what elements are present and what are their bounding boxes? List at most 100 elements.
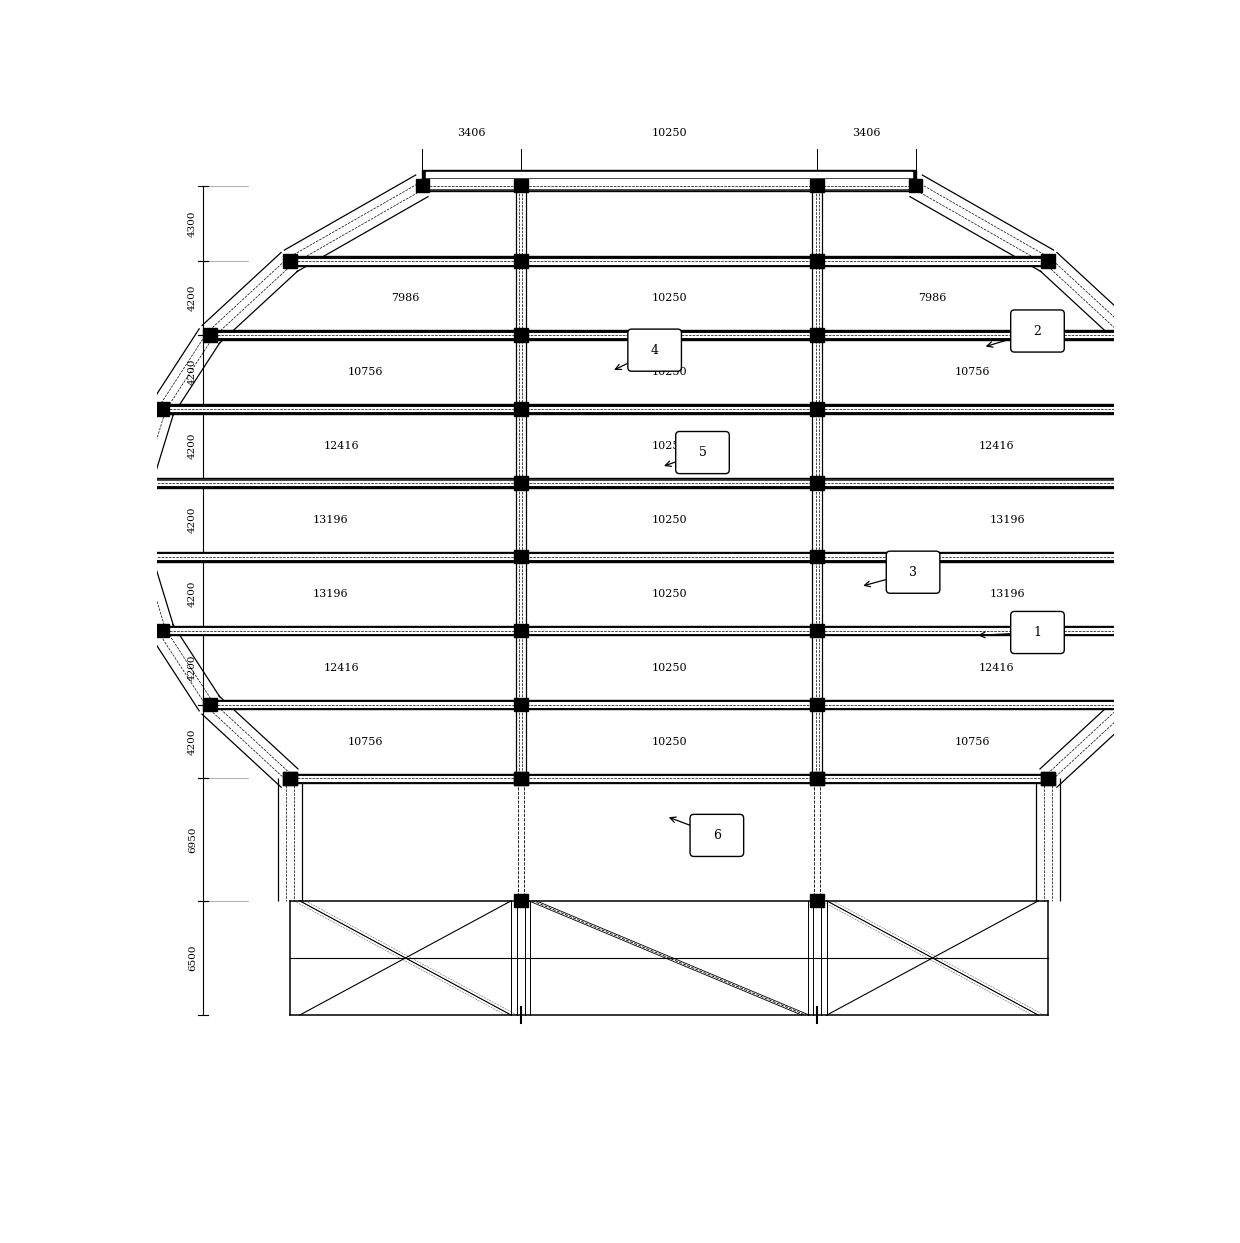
Bar <box>1169 624 1183 638</box>
Bar <box>515 894 527 907</box>
Text: 13196: 13196 <box>312 589 348 599</box>
Text: 7986: 7986 <box>392 293 419 303</box>
Bar <box>210 700 1128 710</box>
Text: 12416: 12416 <box>324 441 360 451</box>
Text: 10250: 10250 <box>651 663 687 672</box>
Bar <box>515 551 527 563</box>
Text: 10756: 10756 <box>347 737 383 747</box>
Bar <box>515 328 527 342</box>
Bar <box>423 170 915 191</box>
Bar <box>139 479 1199 487</box>
Text: 10250: 10250 <box>651 367 687 377</box>
Bar <box>909 179 923 193</box>
Bar <box>162 404 1176 414</box>
Text: 10250: 10250 <box>651 293 687 303</box>
Bar <box>515 476 527 490</box>
Text: 6: 6 <box>713 829 720 842</box>
Text: 3406: 3406 <box>852 128 880 138</box>
Text: 10250: 10250 <box>651 441 687 451</box>
FancyBboxPatch shape <box>676 431 729 474</box>
Bar <box>155 624 169 638</box>
Bar <box>133 476 146 490</box>
Bar <box>1121 697 1135 711</box>
Text: 12416: 12416 <box>978 663 1014 672</box>
Bar <box>427 172 911 189</box>
Bar <box>203 697 217 711</box>
Bar <box>162 626 1176 635</box>
Bar <box>290 773 1048 783</box>
Text: 4200: 4200 <box>188 507 197 533</box>
Text: 10250: 10250 <box>651 589 687 599</box>
Text: 1: 1 <box>1033 626 1042 639</box>
Bar <box>1192 551 1205 563</box>
FancyBboxPatch shape <box>627 329 682 372</box>
Bar <box>139 552 1199 562</box>
Bar <box>811 403 823 415</box>
Text: 10756: 10756 <box>955 367 991 377</box>
Bar <box>283 772 296 786</box>
FancyBboxPatch shape <box>887 551 940 593</box>
Bar <box>166 406 1172 411</box>
Bar <box>811 772 823 786</box>
Text: 3: 3 <box>909 566 918 579</box>
Bar <box>515 403 527 415</box>
Bar <box>811 255 823 268</box>
Bar <box>213 333 1125 338</box>
Text: 4200: 4200 <box>188 285 197 312</box>
Bar <box>1169 403 1183 415</box>
Bar <box>515 624 527 638</box>
Bar <box>1121 328 1135 342</box>
Bar <box>1042 772 1055 786</box>
Bar <box>294 259 1044 264</box>
Text: 10250: 10250 <box>651 515 687 525</box>
Text: 4200: 4200 <box>188 359 197 385</box>
Bar <box>515 255 527 268</box>
Bar <box>283 772 296 786</box>
Text: 5: 5 <box>698 446 707 459</box>
Text: 4200: 4200 <box>188 580 197 607</box>
Text: 13196: 13196 <box>990 515 1025 525</box>
Bar <box>811 624 823 638</box>
Text: 4200: 4200 <box>188 433 197 459</box>
Bar <box>811 551 823 563</box>
FancyBboxPatch shape <box>1011 612 1064 654</box>
Bar <box>811 697 823 711</box>
Text: 3406: 3406 <box>458 128 486 138</box>
Bar <box>1042 772 1055 786</box>
Bar <box>515 772 527 786</box>
Bar <box>294 776 1044 781</box>
Text: 10250: 10250 <box>651 737 687 747</box>
Text: 4200: 4200 <box>188 654 197 681</box>
Bar <box>133 551 146 563</box>
Bar <box>210 331 1128 339</box>
Text: 13196: 13196 <box>312 515 348 525</box>
Text: 6500: 6500 <box>188 945 197 971</box>
Text: 13196: 13196 <box>990 589 1025 599</box>
Text: 10756: 10756 <box>955 737 991 747</box>
Text: 12416: 12416 <box>324 663 360 672</box>
Bar <box>166 628 1172 633</box>
FancyBboxPatch shape <box>1011 310 1064 352</box>
Bar <box>811 894 823 907</box>
Text: 7986: 7986 <box>919 293 946 303</box>
Bar <box>155 403 169 415</box>
Text: 4300: 4300 <box>188 210 197 236</box>
Bar <box>203 328 217 342</box>
Text: 10250: 10250 <box>651 128 687 138</box>
Bar <box>290 256 1048 266</box>
Text: 12416: 12416 <box>978 441 1014 451</box>
Bar <box>515 772 527 786</box>
Bar <box>1042 255 1055 268</box>
Bar <box>811 476 823 490</box>
Text: 6950: 6950 <box>188 827 197 853</box>
Bar <box>213 702 1125 707</box>
Bar <box>811 179 823 193</box>
Text: 10756: 10756 <box>347 367 383 377</box>
Text: 4200: 4200 <box>188 728 197 755</box>
Text: 4: 4 <box>651 343 658 357</box>
Bar <box>811 328 823 342</box>
FancyBboxPatch shape <box>689 814 744 856</box>
Text: 2: 2 <box>1034 324 1042 338</box>
Bar <box>415 179 429 193</box>
Bar <box>144 481 1194 485</box>
